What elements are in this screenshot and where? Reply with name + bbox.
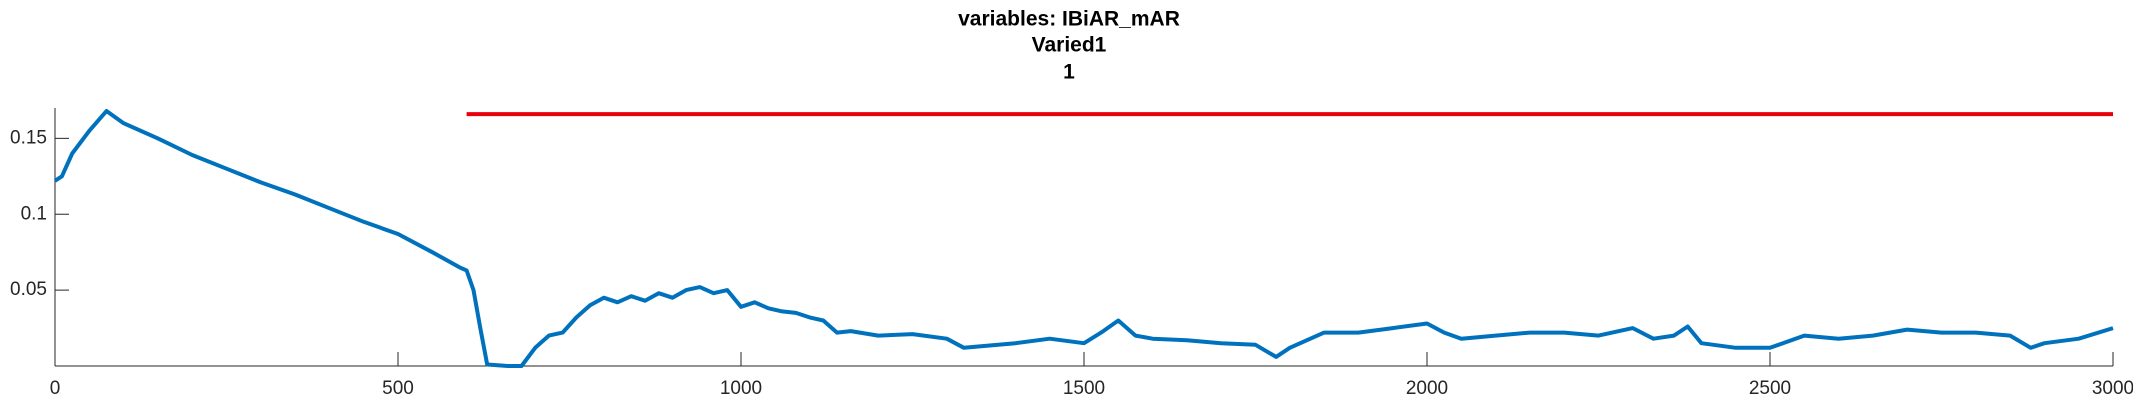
- chart-subtitle: 1: [1063, 61, 1075, 84]
- data-line: [53, 109, 2114, 368]
- x-tick-label: 3000: [2092, 378, 2133, 399]
- chart-subtitle: Varied1: [1032, 34, 1107, 57]
- x-tick-label: 0: [50, 378, 61, 399]
- x-tick-label: 1000: [720, 378, 762, 399]
- y-tick-label: 0.05: [10, 279, 47, 300]
- x-tick-label: 2000: [1406, 378, 1448, 399]
- x-tick-label: 1500: [1063, 378, 1105, 399]
- y-tick-label: 0.1: [21, 203, 47, 224]
- x-tick-label: 2500: [1749, 378, 1791, 399]
- chart-title: variables: IBiAR_mAR: [958, 8, 1180, 31]
- x-tick-label: 500: [382, 378, 414, 399]
- y-tick-label: 0.15: [10, 127, 47, 148]
